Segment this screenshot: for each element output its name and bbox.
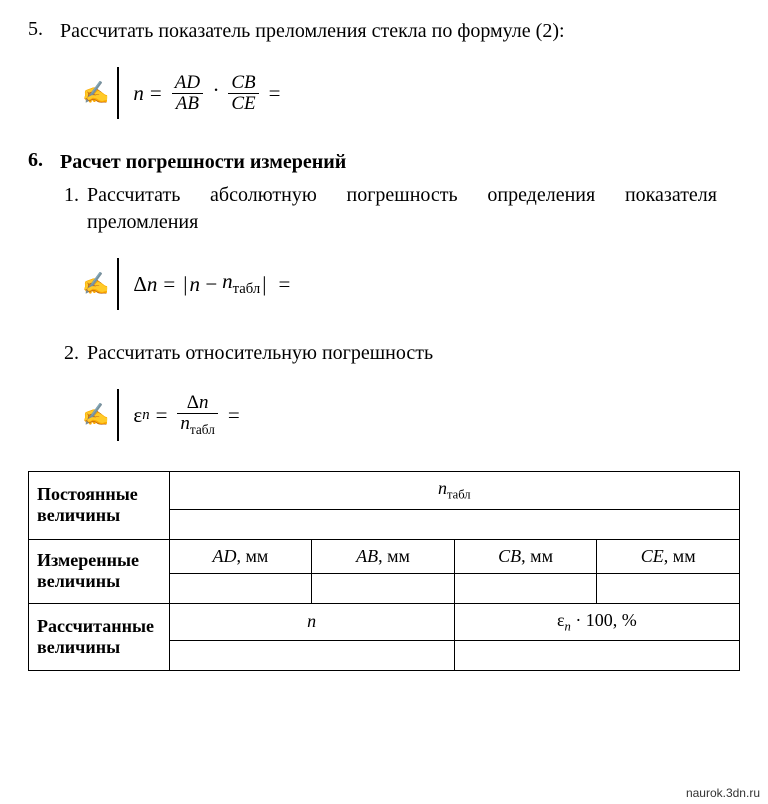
formula-6-2-content: εn = Δn nтабл = [133, 393, 245, 437]
fraction-2: CB CE [228, 73, 258, 114]
equals: = [150, 81, 162, 106]
formula-5: ✍ n = AD AB · CB CE = [82, 67, 740, 119]
section-6-sublist-2: 2. Рассчитать относительную погрешность [64, 340, 740, 367]
row-constants-label: Постоянные величины [29, 472, 170, 540]
ad-value [169, 573, 312, 603]
source-watermark: naurok.3dn.ru [686, 786, 760, 800]
row-calculated-label: Рассчитанные величины [29, 603, 170, 671]
vertical-bar [117, 67, 119, 119]
formula-6-1-content: Δn = | n − nтабл | = [133, 269, 296, 298]
row-measured-label: Измеренные величины [29, 539, 170, 603]
table-row-constants-header: Постоянные величины nтабл [29, 472, 740, 510]
section-6-title: Расчет погрешности измерений [60, 149, 346, 176]
cb-value [454, 573, 597, 603]
ab-value [312, 573, 455, 603]
section-5: 5. Рассчитать показатель преломления сте… [28, 18, 740, 119]
section-5-num: 5. [28, 18, 46, 41]
sub-6-2: 2. Рассчитать относительную погрешность [64, 340, 740, 367]
formula-6-2: ✍ εn = Δn nтабл = [82, 389, 740, 441]
col-eps: εn · 100, % [454, 603, 739, 641]
section-5-header: 5. Рассчитать показатель преломления сте… [28, 18, 740, 45]
table-row-calculated-header: Рассчитанные величины n εn · 100, % [29, 603, 740, 641]
ce-value [597, 573, 740, 603]
vertical-bar [117, 258, 119, 310]
formula-lhs: n [133, 81, 144, 106]
vertical-bar [117, 389, 119, 441]
eps-value [454, 641, 739, 671]
fraction-1: AD AB [172, 73, 203, 114]
n-value [169, 641, 454, 671]
formula-6-1: ✍ Δn = | n − nтабл | = [82, 258, 740, 310]
formula-5-content: n = AD AB · CB CE = [133, 73, 286, 114]
pencil-icon: ✍ [82, 404, 109, 426]
n-tabl-value [169, 509, 739, 539]
data-table: Постоянные величины nтабл Измеренные вел… [28, 471, 740, 671]
section-6-header: 6. Расчет погрешности измерений [28, 149, 740, 176]
section-6-num: 6. [28, 149, 46, 172]
fraction-6-2: Δn nтабл [177, 393, 217, 437]
section-6: 6. Расчет погрешности измерений 1. Рассч… [28, 149, 740, 441]
col-ce: CE, мм [597, 539, 740, 573]
pencil-icon: ✍ [82, 273, 109, 295]
col-n: n [169, 603, 454, 641]
table-row-measured-header: Измеренные величины AD, мм AB, мм CB, мм… [29, 539, 740, 573]
multiply-dot: · [213, 78, 218, 103]
col-cb: CB, мм [454, 539, 597, 573]
n-tabl-header: nтабл [169, 472, 739, 510]
equals-trailing: = [269, 81, 281, 106]
section-6-sublist: 1. Рассчитать абсолютную погрешность опр… [64, 182, 740, 236]
col-ab: AB, мм [312, 539, 455, 573]
col-ad: AD, мм [169, 539, 312, 573]
section-5-title: Рассчитать показатель преломления стекла… [60, 18, 565, 45]
sub-6-1: 1. Рассчитать абсолютную погрешность опр… [64, 182, 740, 236]
pencil-icon: ✍ [82, 82, 109, 104]
